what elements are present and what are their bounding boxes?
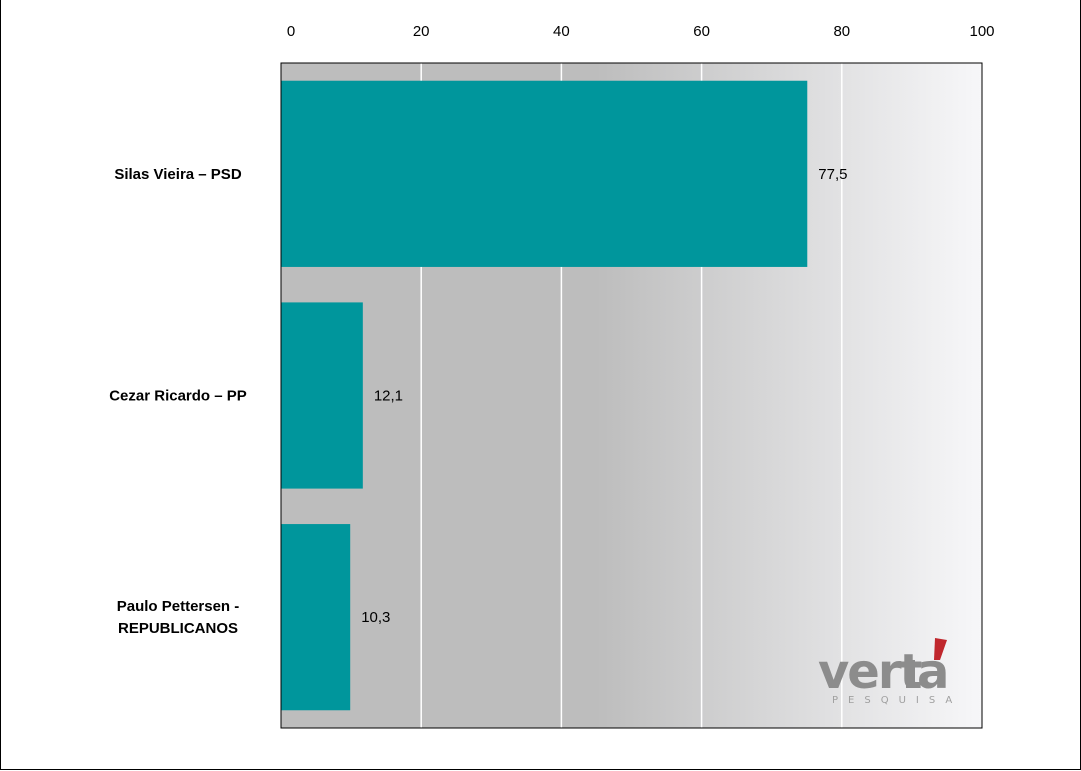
x-tick-label-80: 80: [833, 23, 850, 40]
logo-subtitle: PESQUISA: [832, 695, 962, 706]
x-tick-label-0: 0: [287, 23, 295, 40]
x-axis-ticks: 0 20 40 60 80 100: [287, 23, 995, 40]
category-label-2: Paulo Pettersen -REPUBLICANOS: [117, 598, 240, 637]
category-label-0: Silas Vieira – PSD: [114, 166, 241, 183]
value-label-1: 12,1: [374, 388, 403, 405]
logo-wordmark-end: a: [917, 644, 947, 700]
bar-2: [281, 524, 351, 711]
x-tick-label-20: 20: [413, 23, 430, 40]
value-labels: 77,5 12,1 10,3: [361, 166, 847, 626]
value-label-2: 10,3: [361, 609, 390, 626]
plot-border: [280, 62, 983, 729]
verita-logo: vert a PESQUISA: [818, 638, 962, 706]
category-labels: Silas Vieira – PSD Cezar Ricardo – PP Paul…: [109, 166, 247, 637]
logo-i-stem: [906, 660, 915, 688]
bar-0: [281, 80, 808, 267]
logo-accent-mark: [934, 638, 947, 660]
logo-wordmark: vert: [818, 644, 922, 700]
category-label-1: Cezar Ricardo – PP: [109, 388, 247, 405]
value-label-0: 77,5: [818, 166, 847, 183]
x-tick-label-100: 100: [969, 23, 994, 40]
bar-1: [281, 302, 363, 489]
bars: [281, 80, 808, 711]
x-tick-label-60: 60: [693, 23, 710, 40]
x-tick-label-40: 40: [553, 23, 570, 40]
